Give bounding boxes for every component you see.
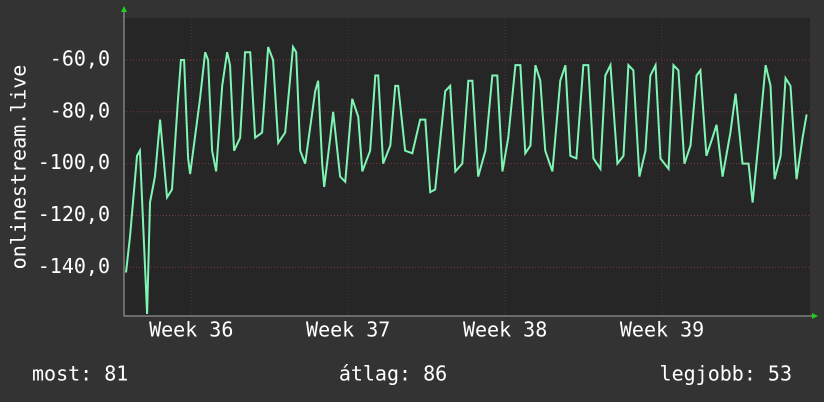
stat: most: 81 [32,362,128,386]
y-tick-label: -140,0 [38,254,110,278]
y-tick-label: -80,0 [50,98,110,122]
y-tick-label: -100,0 [38,150,110,174]
x-tick-label: Week 38 [463,318,547,342]
x-tick-label: Week 39 [620,318,704,342]
x-tick-label: Week 36 [149,318,233,342]
stat: átlag: 86 [339,362,447,386]
y-tick-label: -60,0 [50,46,110,70]
y-tick-label: -120,0 [38,202,110,226]
data-line [125,43,808,314]
stat: legjobb: 53 [660,362,792,386]
x-arrow [812,313,818,319]
plot-area [124,18,810,316]
y-arrow [121,6,127,12]
y-axis-label: onlinestream.live [7,65,31,270]
x-tick-label: Week 37 [306,318,390,342]
